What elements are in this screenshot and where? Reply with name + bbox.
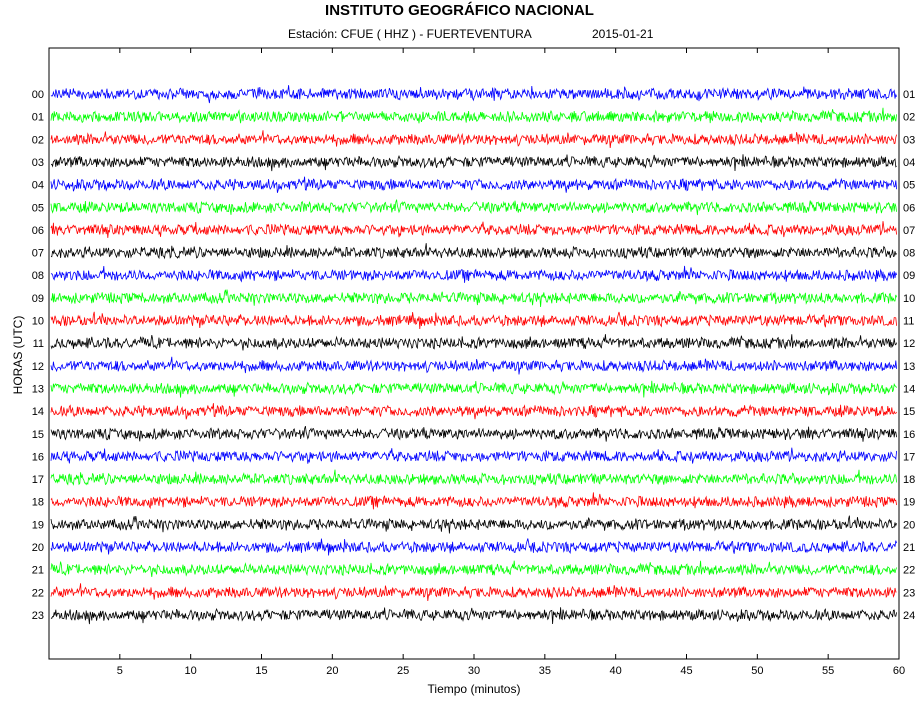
chart-title: INSTITUTO GEOGRÁFICO NACIONAL: [325, 2, 594, 19]
hour-label-left: 05: [32, 202, 44, 214]
x-tick-label: 5: [117, 665, 123, 677]
trace-hour-06: [50, 221, 897, 238]
hour-label-right: 06: [903, 202, 915, 214]
hour-label-right: 13: [903, 361, 915, 373]
x-tick-label: 60: [893, 665, 905, 677]
trace-hour-13: [50, 380, 897, 398]
station-label: Estación: CFUE ( HHZ ) - FUERTEVENTURA: [288, 27, 532, 41]
hour-label-right: 18: [903, 474, 915, 486]
hour-label-left: 12: [32, 361, 44, 373]
hour-label-right: 02: [903, 112, 915, 124]
hour-label-right: 15: [903, 406, 915, 418]
hour-label-right: 14: [903, 383, 915, 395]
hour-label-right: 11: [903, 316, 914, 328]
hour-label-left: 19: [32, 519, 44, 531]
hour-label-right: 23: [903, 587, 915, 599]
hour-label-left: 21: [32, 565, 44, 577]
hour-label-left: 16: [32, 451, 44, 463]
trace-hour-04: [50, 176, 897, 193]
hour-label-left: 08: [32, 270, 44, 282]
hour-label-left: 23: [32, 610, 44, 622]
x-tick-label: 40: [610, 665, 622, 677]
trace-hour-18: [50, 492, 897, 510]
trace-hour-10: [50, 311, 897, 330]
x-tick-label: 30: [468, 665, 480, 677]
hour-label-left: 17: [32, 474, 44, 486]
trace-hour-19: [50, 515, 897, 534]
trace-hour-15: [50, 425, 897, 442]
hour-label-left: 03: [32, 157, 44, 169]
trace-hour-07: [50, 243, 897, 260]
hour-label-right: 12: [903, 338, 915, 350]
hour-label-right: 22: [903, 565, 915, 577]
date-label: 2015-01-21: [592, 27, 654, 41]
trace-hour-22: [50, 583, 897, 602]
trace-hour-16: [50, 447, 897, 464]
hour-label-left: 14: [32, 406, 44, 418]
hour-label-right: 07: [903, 225, 915, 237]
hour-label-left: 00: [32, 89, 44, 101]
hour-label-right: 17: [903, 451, 915, 463]
hour-label-right: 10: [903, 293, 915, 305]
hour-label-right: 03: [903, 134, 915, 146]
trace-hour-21: [50, 560, 897, 578]
hour-label-right: 01: [903, 89, 915, 101]
trace-hour-05: [50, 199, 897, 216]
x-tick-label: 10: [185, 665, 197, 677]
x-tick-label: 20: [326, 665, 338, 677]
hour-label-left: 06: [32, 225, 44, 237]
hour-label-right: 20: [903, 519, 915, 531]
trace-hour-11: [50, 334, 897, 351]
hour-label-left: 09: [32, 293, 44, 305]
hour-label-right: 19: [903, 497, 915, 509]
trace-hour-08: [50, 265, 897, 283]
trace-hour-17: [50, 469, 897, 486]
x-tick-label: 35: [539, 665, 551, 677]
trace-hour-01: [50, 107, 897, 124]
x-tick-label: 15: [255, 665, 267, 677]
trace-hour-02: [50, 130, 897, 149]
trace-hour-03: [50, 154, 897, 172]
hour-label-left: 01: [32, 112, 44, 124]
hour-label-right: 09: [903, 270, 915, 282]
x-tick-label: 25: [397, 665, 409, 677]
trace-hour-23: [50, 607, 897, 625]
hour-label-left: 13: [32, 383, 44, 395]
hour-label-left: 07: [32, 248, 44, 260]
hour-label-left: 11: [33, 338, 44, 350]
trace-hour-20: [50, 538, 897, 556]
hour-label-left: 20: [32, 542, 44, 554]
trace-hour-00: [50, 85, 897, 104]
hour-label-left: 15: [32, 429, 44, 441]
trace-hour-14: [50, 403, 897, 420]
x-tick-label: 50: [751, 665, 763, 677]
hour-label-left: 18: [32, 497, 44, 509]
hour-label-left: 04: [32, 180, 44, 192]
trace-hour-09: [50, 289, 897, 308]
x-tick-label: 45: [680, 665, 692, 677]
hour-label-right: 08: [903, 248, 915, 260]
x-tick-label: 55: [822, 665, 834, 677]
hour-label-right: 16: [903, 429, 915, 441]
hour-label-right: 24: [903, 610, 915, 622]
trace-hour-12: [50, 356, 897, 375]
hour-label-left: 02: [32, 134, 44, 146]
hour-label-left: 10: [32, 316, 44, 328]
x-axis-label: Tiempo (minutos): [427, 682, 521, 696]
hour-label-left: 22: [32, 587, 44, 599]
hour-label-right: 05: [903, 180, 915, 192]
hour-label-right: 21: [903, 542, 915, 554]
hour-label-right: 04: [903, 157, 915, 169]
